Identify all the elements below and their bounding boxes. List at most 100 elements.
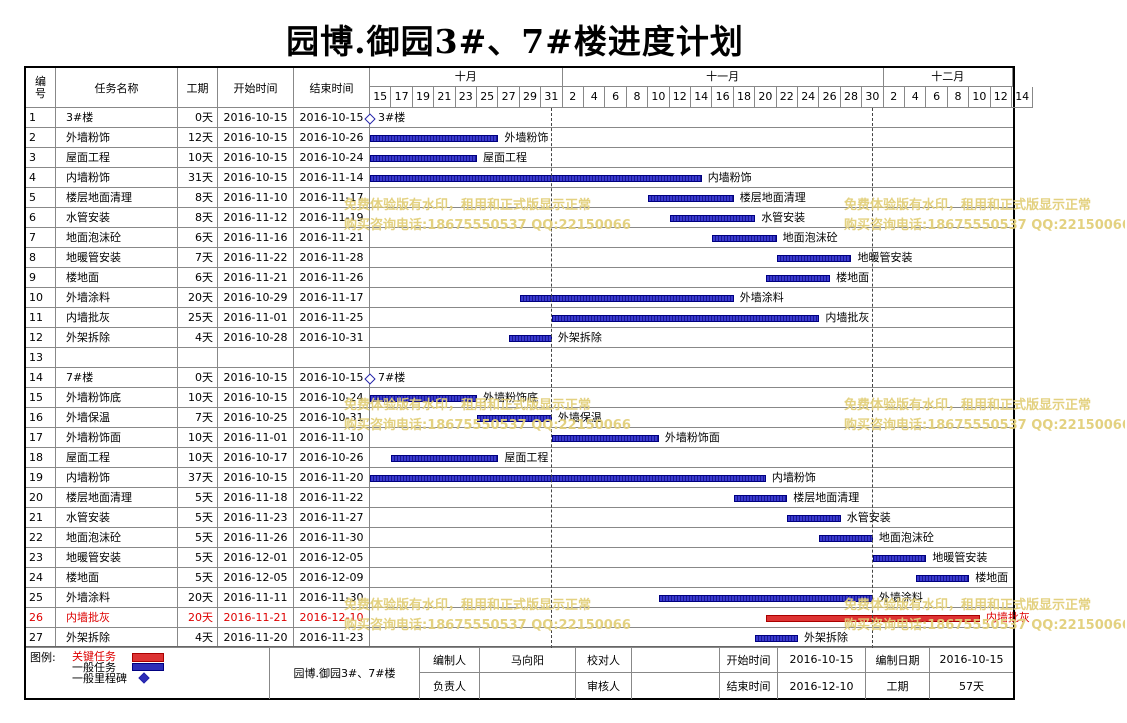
task-id: 3 [26, 148, 56, 168]
task-name: 外架拆除 [56, 328, 178, 348]
task-name: 地面泡沫砼 [56, 228, 178, 248]
task-start: 2016-11-16 [218, 228, 294, 248]
day-tick: 10 [969, 87, 991, 108]
task-end: 2016-11-25 [294, 308, 370, 328]
day-tick: 4 [905, 87, 927, 108]
task-duration: 5天 [178, 488, 218, 508]
day-tick: 26 [819, 87, 841, 108]
legend-milestone-label: 一般里程碑 [72, 672, 127, 685]
footer-start: 2016-10-15 [778, 647, 866, 673]
task-duration: 7天 [178, 408, 218, 428]
bar-label: 7#楼 [378, 371, 406, 384]
task-duration: 10天 [178, 148, 218, 168]
day-tick: 15 [370, 87, 392, 108]
day-tick: 28 [840, 87, 863, 108]
bar-label: 外墙涂料 [739, 291, 784, 304]
task-name: 楼层地面清理 [56, 488, 178, 508]
task-id: 1 [26, 108, 56, 128]
bar-label: 外架拆除 [804, 631, 848, 644]
task-start: 2016-10-17 [218, 448, 294, 468]
footer-owner [480, 673, 576, 699]
task-start [218, 348, 294, 368]
task-end: 2016-11-26 [294, 268, 370, 288]
legend-critical-swatch [132, 653, 164, 662]
day-tick: 21 [434, 87, 456, 108]
task-name: 楼地面 [56, 268, 178, 288]
table-row: 1 3#楼 0天 2016-10-15 2016-10-15 [26, 108, 1013, 128]
day-tick: 4 [584, 87, 606, 108]
footer-reviewer [632, 673, 720, 699]
footer-start-label: 开始时间 [720, 647, 778, 673]
task-id: 7 [26, 228, 56, 248]
bar-label: 地面泡沫砼 [782, 231, 838, 244]
header-duration: 工期 [178, 68, 218, 108]
task-bar [477, 415, 552, 422]
task-end: 2016-12-05 [294, 548, 370, 568]
task-name: 内墙批灰 [56, 608, 178, 628]
gantt-frame: 编号 任务名称 工期 开始时间 结束时间 十月 15 17 19 21 23 25 27 29 3… [24, 66, 1034, 700]
day-tick: 6 [926, 87, 948, 108]
task-name: 内墙批灰 [56, 308, 178, 328]
task-id: 20 [26, 488, 56, 508]
task-end: 2016-11-20 [294, 468, 370, 488]
task-duration: 6天 [178, 268, 218, 288]
task-end: 2016-10-26 [294, 128, 370, 148]
task-bar [669, 215, 756, 222]
day-tick: 16 [712, 87, 734, 108]
task-end: 2016-11-30 [294, 528, 370, 548]
legend-label: 图例: [30, 651, 56, 664]
task-duration: 20天 [178, 588, 218, 608]
task-start: 2016-10-15 [218, 468, 294, 488]
legend-normal-swatch [132, 663, 164, 671]
month-header: 十二月 [883, 68, 1013, 87]
task-name: 内墙粉饰 [56, 168, 178, 188]
day-tick: 17 [391, 87, 413, 108]
day-tick: 20 [755, 87, 777, 108]
header-start: 开始时间 [218, 68, 294, 108]
task-start: 2016-10-25 [218, 408, 294, 428]
task-id: 26 [26, 608, 56, 628]
task-id: 27 [26, 628, 56, 648]
footer-date: 2016-10-15 [930, 647, 1013, 673]
task-id: 17 [26, 428, 56, 448]
task-start: 2016-12-01 [218, 548, 294, 568]
task-start: 2016-10-29 [218, 288, 294, 308]
task-end: 2016-10-24 [294, 388, 370, 408]
day-tick: 22 [776, 87, 798, 108]
day-tick: 2 [883, 87, 905, 108]
task-bar [658, 595, 873, 602]
day-tick: 27 [498, 87, 520, 108]
bar-label: 外墙粉饰 [504, 131, 549, 144]
task-end: 2016-11-17 [294, 288, 370, 308]
header-end: 结束时间 [294, 68, 370, 108]
day-tick: 10 [648, 87, 670, 108]
table-row: 25 外墙涂料 20天 2016-11-11 2016-11-30 [26, 588, 1013, 608]
footer-duration-label: 工期 [866, 673, 930, 699]
task-bar [370, 135, 499, 142]
footer-owner-label: 负责人 [420, 673, 480, 699]
task-duration: 8天 [178, 188, 218, 208]
month-header: 十一月 [562, 68, 884, 87]
task-bar [872, 555, 927, 562]
task-end: 2016-10-15 [294, 108, 370, 128]
task-id: 19 [26, 468, 56, 488]
bar-label: 屋面工程 [483, 151, 527, 164]
table-row: 19 内墙粉饰 37天 2016-10-15 2016-11-20 [26, 468, 1013, 488]
task-bar [765, 615, 980, 622]
bar-label: 内墙粉饰 [771, 471, 816, 484]
task-duration: 37天 [178, 468, 218, 488]
task-end: 2016-11-22 [294, 488, 370, 508]
table-row: 24 楼地面 5天 2016-12-05 2016-12-09 [26, 568, 1013, 588]
task-end [294, 348, 370, 368]
task-end: 2016-10-31 [294, 328, 370, 348]
bar-label: 地面泡沫砼 [878, 531, 934, 544]
table-row: 3 屋面工程 10天 2016-10-15 2016-10-24 [26, 148, 1013, 168]
task-id: 5 [26, 188, 56, 208]
task-id: 9 [26, 268, 56, 288]
table-row: 15 外墙粉饰底 10天 2016-10-15 2016-10-24 [26, 388, 1013, 408]
task-name: 地暖管安装 [56, 548, 178, 568]
task-bar [509, 335, 552, 342]
task-bar [551, 315, 820, 322]
task-duration: 5天 [178, 528, 218, 548]
task-id: 21 [26, 508, 56, 528]
